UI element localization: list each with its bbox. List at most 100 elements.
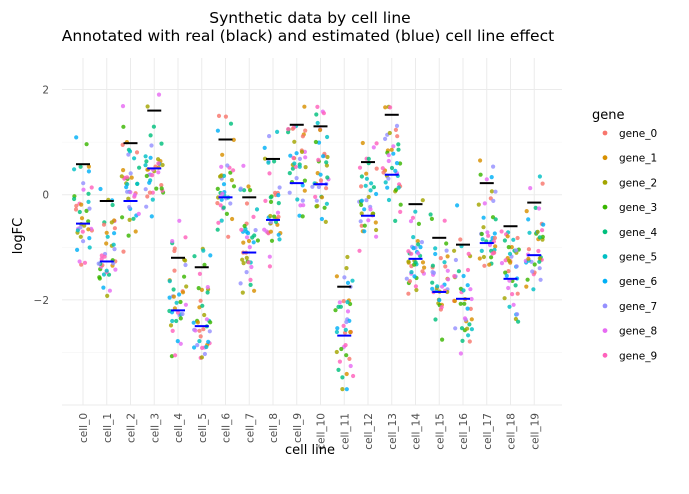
data-point [295,197,300,202]
data-point [228,201,233,206]
data-point [169,354,174,359]
data-point [393,168,398,173]
data-point [241,163,246,168]
data-point [178,316,183,321]
data-point [468,306,473,311]
data-point [406,259,411,264]
data-point [145,104,150,109]
x-tick-label: cell_2 [126,413,138,443]
data-point [505,234,510,239]
data-point [533,205,538,210]
data-point [323,219,328,224]
data-point [318,172,323,177]
data-point [359,198,364,203]
effects-layer [76,109,542,337]
data-point [396,142,401,147]
data-point [112,231,117,236]
data-point [148,133,153,138]
data-point [526,217,531,222]
data-point [412,274,417,279]
data-point [202,262,207,267]
x-axis-title: cell line [285,443,335,458]
data-point [509,245,514,250]
legend-label: gene_6 [619,276,657,288]
y-axis-title: logFC [11,218,26,254]
data-point [455,203,460,208]
data-point [467,322,472,327]
data-point [79,202,84,207]
data-point [507,304,512,309]
data-point [81,181,86,186]
data-point [336,367,341,372]
legend-key [602,303,608,309]
data-point [128,171,133,176]
legend-key [602,180,608,185]
data-point [231,184,237,189]
plot-panel [62,58,562,406]
data-point [446,277,451,282]
data-point [178,299,183,305]
legend-items: gene_0 gene_1 gene_2 gene_3 gene_4 gene_5gene… [602,128,657,362]
data-point [225,163,230,168]
data-point [183,302,188,307]
data-point [386,158,391,164]
data-point [215,186,220,191]
data-point [418,245,423,250]
data-point [419,240,424,245]
data-point [253,228,258,233]
data-point [273,190,278,195]
data-point [216,220,221,225]
data-point [430,270,435,275]
data-point [383,136,388,141]
data-point [491,198,496,203]
data-point [388,105,393,110]
data-point [156,170,161,175]
data-point [74,203,79,208]
data-point [99,253,104,258]
data-point [458,301,463,306]
data-point [200,303,205,308]
data-point [80,229,85,234]
data-point [503,270,508,275]
data-point [478,158,483,163]
data-point [205,290,210,295]
data-point [199,287,204,292]
data-point [205,285,210,290]
data-point [126,233,131,238]
data-point [231,137,236,142]
data-point [197,271,202,276]
data-point [333,308,338,313]
data-point [156,161,161,166]
x-axis-ticks: cell_0 cell_1 cell_2 cell_3 cell_4 cell_5 cell… [78,413,541,450]
data-point [357,248,362,253]
data-point [293,164,298,169]
data-point [363,183,368,188]
data-point [219,218,224,223]
data-point [86,227,91,232]
data-point [101,272,107,277]
data-point [136,211,141,216]
data-point [465,267,471,273]
data-point [275,129,280,134]
data-point [537,256,542,261]
x-tick-label: cell_6 [221,413,233,443]
legend-label: gene_7 [619,301,657,313]
data-point [275,210,281,215]
data-point [364,198,369,203]
data-point [452,298,457,304]
data-point [81,187,86,192]
data-point [532,262,537,267]
data-point [393,218,398,223]
legend-key [602,352,608,358]
data-point [411,246,416,251]
data-point [121,249,126,254]
data-point [266,160,271,165]
data-point [315,203,320,209]
data-point [371,145,376,150]
legend-label: gene_5 [619,252,657,264]
data-point [244,201,250,206]
data-point [373,220,378,225]
y-tick-label: −2 [34,295,49,307]
data-point [300,214,305,219]
data-point [398,161,403,166]
